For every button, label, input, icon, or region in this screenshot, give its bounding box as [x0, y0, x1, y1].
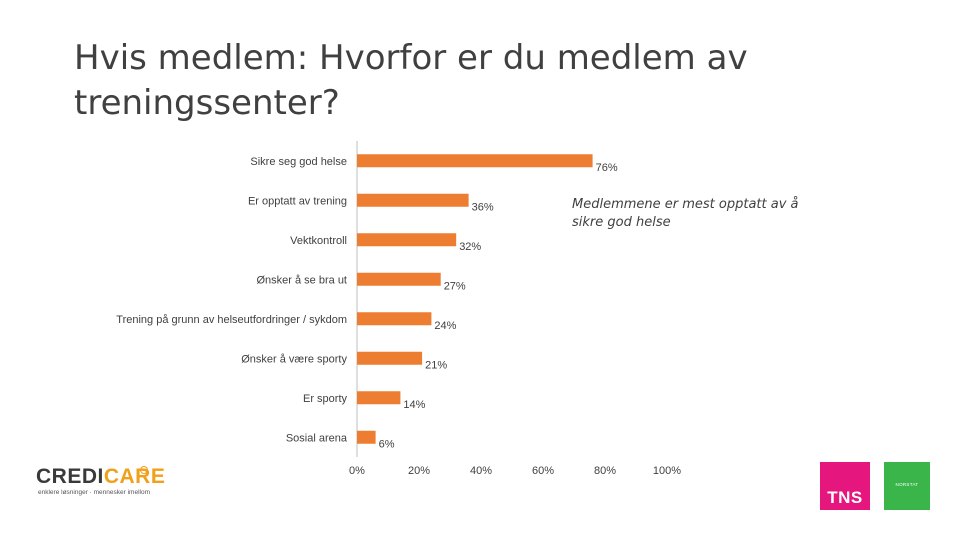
bar — [357, 272, 441, 286]
data-label: 14% — [403, 399, 425, 411]
credicare-wordmark: CREDICARE — [36, 466, 165, 488]
bar — [357, 233, 457, 247]
credicare-logo: CREDICARE enklere løsninger · mennesker … — [36, 466, 165, 500]
data-label: 36% — [472, 201, 494, 213]
category-label: Ønsker å se bra ut — [257, 274, 348, 286]
credicare-wordmark-part2: CARE — [103, 465, 166, 488]
tns-logo: TNS — [820, 462, 870, 510]
data-label: 6% — [379, 438, 395, 450]
title-line-1: Hvis medlem: Hvorfor er du medlem av — [74, 38, 748, 78]
category-label: Sikre seg god helse — [250, 156, 347, 168]
partner-logo: NORSTAT — [884, 462, 930, 510]
partner-logo-text: NORSTAT — [895, 482, 919, 487]
bar — [357, 351, 423, 365]
x-tick-label: 100% — [653, 465, 681, 477]
bar — [357, 430, 376, 444]
title-line-2: treningssenter? — [74, 83, 340, 123]
category-label: Vektkontroll — [290, 235, 347, 247]
data-label: 27% — [444, 280, 466, 292]
tns-logo-text: TNS — [827, 488, 863, 507]
x-tick-label: 0% — [349, 465, 365, 477]
bar — [357, 193, 469, 207]
credicare-dot-icon — [140, 466, 148, 474]
x-tick-label: 20% — [408, 465, 430, 477]
category-label: Trening på grunn av helseutfordringer / … — [116, 314, 347, 326]
data-label: 32% — [459, 241, 481, 253]
credicare-wordmark-part1: CREDI — [36, 465, 104, 488]
bar — [357, 312, 432, 326]
x-tick-label: 60% — [532, 465, 554, 477]
page-title: Hvis medlem: Hvorfor er du medlem av tre… — [74, 36, 834, 126]
data-label: 24% — [434, 320, 456, 332]
data-label: 21% — [425, 359, 447, 371]
category-label: Ønsker å være sporty — [241, 353, 347, 365]
bar — [357, 391, 401, 405]
data-label: 76% — [596, 162, 618, 174]
x-tick-label: 40% — [470, 465, 492, 477]
category-label: Er sporty — [303, 393, 348, 405]
category-label: Er opptatt av trening — [248, 195, 347, 207]
x-tick-label: 80% — [594, 465, 616, 477]
credicare-tagline: enklere løsninger · mennesker imellom — [38, 489, 150, 496]
category-label: Sosial arena — [286, 432, 348, 444]
bar — [357, 154, 593, 168]
chart-annotation: Medlemmene er mest opptatt av å sikre go… — [572, 197, 799, 230]
